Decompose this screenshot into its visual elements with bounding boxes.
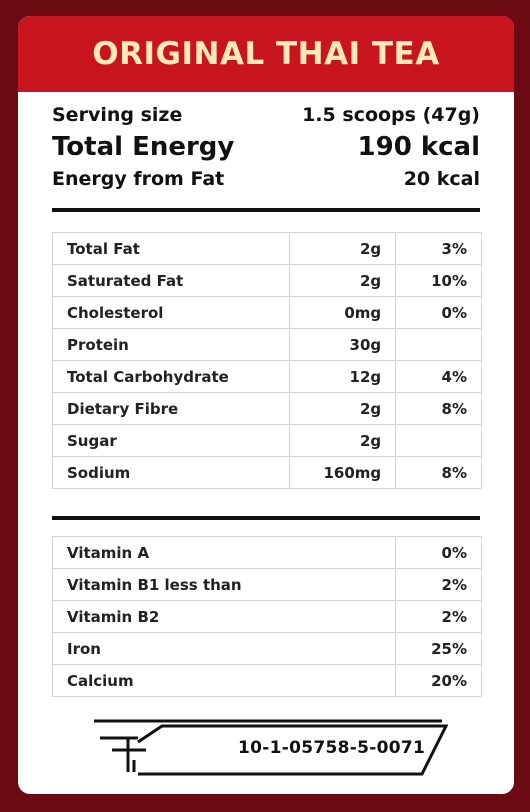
vitamin-daily-value: 2% xyxy=(395,568,482,601)
nutrient-amount: 2g xyxy=(289,392,397,425)
nutrient-name: Total Carbohydrate xyxy=(51,360,291,393)
table-row: Iron 25% xyxy=(51,632,482,665)
nutrient-daily-value: 8% xyxy=(395,392,482,425)
vitamin-name: Vitamin A xyxy=(51,536,397,569)
nutrient-daily-value xyxy=(395,424,482,457)
registration-number: 10-1-05758-5-0071 xyxy=(238,738,426,758)
nutrient-daily-value: 8% xyxy=(395,456,482,489)
vitamin-daily-value: 20% xyxy=(395,664,482,697)
table-row: Vitamin B2 2% xyxy=(51,600,482,633)
vitamin-name: Vitamin B1 less than xyxy=(51,568,397,601)
table-row: Vitamin B1 less than 2% xyxy=(51,568,482,601)
energy-from-fat-label: Energy from Fat xyxy=(52,168,225,190)
energy-from-fat-value: 20 kcal xyxy=(403,168,480,190)
serving-size-label: Serving size xyxy=(52,104,183,126)
serving-size-value: 1.5 scoops (47g) xyxy=(302,104,480,126)
table-row: Total Fat 2g 3% xyxy=(51,232,482,265)
nutrient-amount: 12g xyxy=(289,360,397,393)
table-row: Protein 30g xyxy=(51,328,482,361)
nutrient-amount: 160mg xyxy=(289,456,397,489)
nutrient-name: Saturated Fat xyxy=(51,264,291,297)
nutrition-label: ORIGINAL THAI TEA Serving size 1.5 scoop… xyxy=(18,16,514,794)
nutrient-amount: 2g xyxy=(289,232,397,265)
nutrient-amount: 2g xyxy=(289,424,397,457)
registration-mark: 10-1-05758-5-0071 xyxy=(88,716,449,778)
title-bar: ORIGINAL THAI TEA xyxy=(18,16,514,92)
table-row: Saturated Fat 2g 10% xyxy=(51,264,482,297)
vitamin-name: Vitamin B2 xyxy=(51,600,397,633)
vitamin-daily-value: 0% xyxy=(395,536,482,569)
table-row: Calcium 20% xyxy=(51,664,482,697)
nutrient-name: Protein xyxy=(51,328,291,361)
energy-from-fat-row: Energy from Fat 20 kcal xyxy=(52,168,480,196)
nutrient-daily-value: 4% xyxy=(395,360,482,393)
nutrient-amount: 30g xyxy=(289,328,397,361)
divider-rule xyxy=(52,516,480,520)
nutrient-daily-value: 3% xyxy=(395,232,482,265)
vitamins-table: Vitamin A 0% Vitamin B1 less than 2% Vit… xyxy=(51,536,482,697)
table-row: Dietary Fibre 2g 8% xyxy=(51,392,482,425)
serving-summary: Serving size 1.5 scoops (47g) Total Ener… xyxy=(52,104,480,196)
total-energy-value: 190 kcal xyxy=(357,132,480,162)
nutrient-name: Sodium xyxy=(51,456,291,489)
table-row: Sodium 160mg 8% xyxy=(51,456,482,489)
nutrient-name: Total Fat xyxy=(51,232,291,265)
nutrient-daily-value xyxy=(395,328,482,361)
nutrient-name: Dietary Fibre xyxy=(51,392,291,425)
nutrients-table: Total Fat 2g 3% Saturated Fat 2g 10% Cho… xyxy=(51,232,482,489)
serving-size-row: Serving size 1.5 scoops (47g) xyxy=(52,104,480,132)
table-row: Sugar 2g xyxy=(51,424,482,457)
vitamin-name: Iron xyxy=(51,632,397,665)
vitamin-daily-value: 2% xyxy=(395,600,482,633)
total-energy-row: Total Energy 190 kcal xyxy=(52,132,480,168)
thai-fda-logo-icon xyxy=(94,719,449,776)
vitamin-name: Calcium xyxy=(51,664,397,697)
divider-rule xyxy=(52,208,480,212)
total-energy-label: Total Energy xyxy=(52,132,235,162)
vitamin-daily-value: 25% xyxy=(395,632,482,665)
product-title: ORIGINAL THAI TEA xyxy=(92,35,440,72)
table-row: Vitamin A 0% xyxy=(51,536,482,569)
nutrient-amount: 0mg xyxy=(289,296,397,329)
nutrient-name: Cholesterol xyxy=(51,296,291,329)
nutrient-amount: 2g xyxy=(289,264,397,297)
table-row: Cholesterol 0mg 0% xyxy=(51,296,482,329)
nutrient-name: Sugar xyxy=(51,424,291,457)
nutrient-daily-value: 0% xyxy=(395,296,482,329)
nutrient-daily-value: 10% xyxy=(395,264,482,297)
table-row: Total Carbohydrate 12g 4% xyxy=(51,360,482,393)
